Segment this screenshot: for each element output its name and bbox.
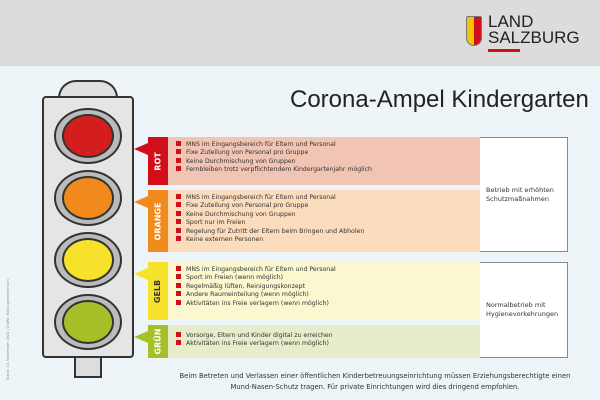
tag-pointer xyxy=(134,268,148,280)
measure-item: MNS im Eingangsbereich für Eltern und Pe… xyxy=(176,141,372,149)
lamp-green xyxy=(54,294,122,350)
measure-item: Keine Durchmischung von Gruppen xyxy=(176,211,364,219)
measure-list: MNS im Eingangsbereich für Eltern und Pe… xyxy=(168,137,372,185)
measure-item: Keine externen Personen xyxy=(176,236,364,244)
measure-item: Fixe Zuteilung von Personal pro Gruppe xyxy=(176,149,372,157)
level-label: GELB xyxy=(153,279,163,303)
footer-note: Beim Betreten und Verlassen einer öffent… xyxy=(150,371,600,393)
level-label: GRÜN xyxy=(153,328,163,355)
side-note-elevated: Betrieb mit erhöhten Schutzmaßnahmen xyxy=(480,137,568,252)
level-label: ORANGE xyxy=(153,202,163,240)
measure-item: Sport nur im Freien xyxy=(176,219,364,227)
page-title: Corona-Ampel Kindergarten xyxy=(290,86,589,113)
tag-pointer xyxy=(134,196,148,208)
header-band xyxy=(0,0,600,66)
level-tag: ROT xyxy=(134,137,168,185)
measure-item: MNS im Eingangsbereich für Eltern und Pe… xyxy=(176,266,336,274)
level-tag: GELB xyxy=(134,262,168,320)
measure-item: Vorsorge, Eltern und Kinder digital zu e… xyxy=(176,332,333,340)
traffic-light-pole xyxy=(74,358,102,378)
lamp-yellow xyxy=(54,232,122,288)
measure-list: MNS im Eingangsbereich für Eltern und Pe… xyxy=(168,262,336,320)
measure-item: Regelung für Zutritt der Eltern beim Bri… xyxy=(176,228,364,236)
logo-line2: SALZBURG xyxy=(488,28,580,47)
lamp-red xyxy=(54,108,122,164)
source-note: Stand: 10. September 2020 | Grafik: Bild… xyxy=(6,279,10,380)
side-note-text: Betrieb mit erhöhten Schutzmaßnahmen xyxy=(486,185,554,203)
crest-icon xyxy=(466,16,482,46)
level-gruen: GRÜN Vorsorge, Eltern und Kinder digital … xyxy=(134,325,480,358)
lamp-orange xyxy=(54,170,122,226)
level-orange: ORANGE MNS im Eingangsbereich für Eltern … xyxy=(134,190,480,252)
measure-item: Fernbleiben trotz verpflichtendem Kinder… xyxy=(176,166,372,174)
measure-item: Keine Durchmischung von Gruppen xyxy=(176,158,372,166)
measure-item: Andere Raumeinteilung (wenn möglich) xyxy=(176,291,336,299)
land-salzburg-logo: LAND SALZBURG xyxy=(466,12,580,52)
logo-underline xyxy=(488,49,520,52)
measure-item: MNS im Eingangsbereich für Eltern und Pe… xyxy=(176,194,364,202)
logo-line1: LAND xyxy=(488,12,534,31)
level-tag: ORANGE xyxy=(134,190,168,252)
measure-item: Fixe Zuteilung von Personal pro Gruppe xyxy=(176,202,364,210)
side-note-text: Normalbetrieb mit Hygienevorkehrungen xyxy=(486,301,559,318)
measure-item: Sport im Freien (wenn möglich) xyxy=(176,274,336,282)
measure-item: Aktivitäten ins Freie verlagern (wenn mö… xyxy=(176,340,333,348)
level-label: ROT xyxy=(153,151,163,171)
footer-line2: Mund-Nasen-Schutz tragen. Für private Ei… xyxy=(230,383,520,391)
measure-list: Vorsorge, Eltern und Kinder digital zu e… xyxy=(168,325,333,358)
level-tag: GRÜN xyxy=(134,325,168,358)
tag-pointer xyxy=(134,331,148,343)
side-note-normal: Normalbetrieb mit Hygienevorkehrungen xyxy=(480,262,568,358)
level-rot: ROT MNS im Eingangsbereich für Eltern und… xyxy=(134,137,480,185)
measure-item: Regelmäßig lüften, Reinigungskonzept xyxy=(176,283,336,291)
measure-item: Aktivitäten ins Freie verlagern (wenn mö… xyxy=(176,300,336,308)
footer-line1: Beim Betreten und Verlassen einer öffent… xyxy=(179,372,571,380)
traffic-light-icon xyxy=(42,96,134,358)
level-gelb: GELB MNS im Eingangsbereich für Eltern un… xyxy=(134,262,480,320)
measure-list: MNS im Eingangsbereich für Eltern und Pe… xyxy=(168,190,364,252)
tag-pointer xyxy=(134,143,148,155)
